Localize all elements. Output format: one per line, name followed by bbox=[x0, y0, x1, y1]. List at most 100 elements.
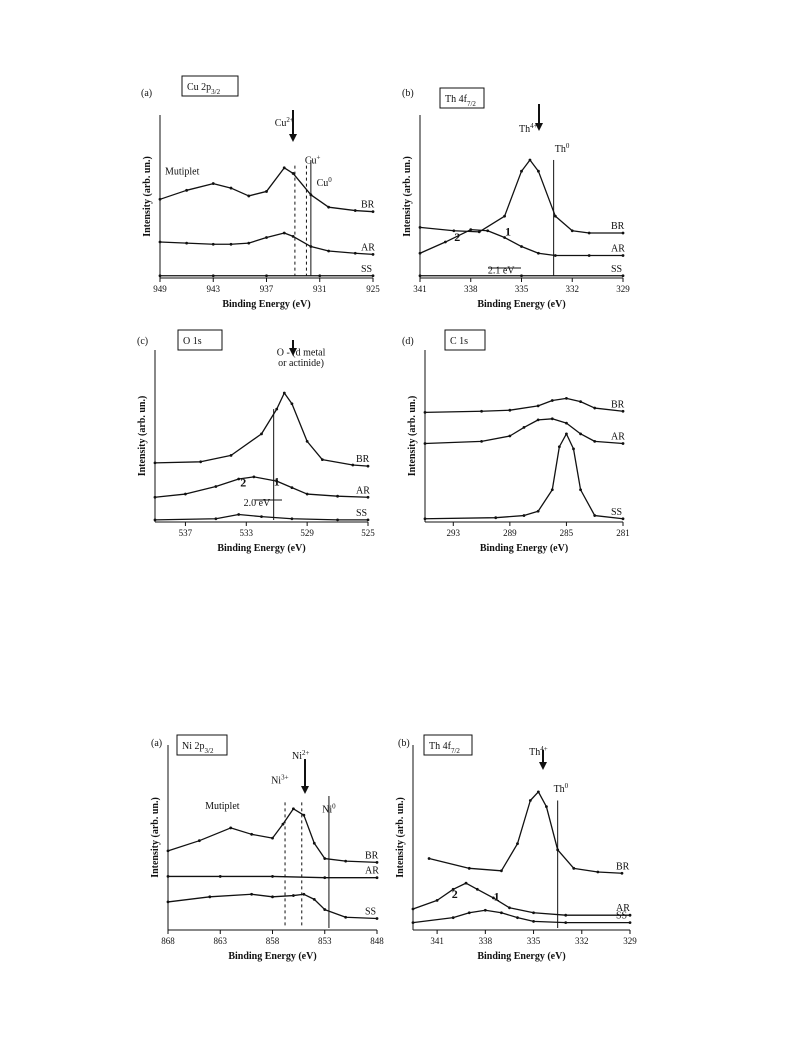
data-point bbox=[520, 169, 523, 173]
data-point bbox=[503, 214, 506, 218]
x-tick-label: 335 bbox=[515, 284, 529, 294]
data-point bbox=[522, 514, 526, 517]
panel-title-box bbox=[444, 329, 486, 351]
data-point bbox=[229, 242, 233, 246]
data-point bbox=[491, 896, 495, 900]
data-point bbox=[451, 916, 455, 920]
data-point bbox=[229, 826, 233, 830]
data-point bbox=[587, 231, 591, 235]
data-point bbox=[184, 492, 187, 496]
ni2-arrow-head bbox=[301, 786, 309, 794]
data-point bbox=[312, 897, 316, 901]
data-point bbox=[250, 832, 254, 836]
data-point bbox=[550, 488, 554, 492]
chart-panel-0: 949 943 937 931 925 Binding Energy (eV) Intens… bbox=[141, 75, 380, 310]
x-tick-label: 293 bbox=[447, 528, 461, 538]
data-point bbox=[621, 274, 625, 278]
series-label-ss: SS bbox=[616, 911, 627, 922]
data-point bbox=[271, 895, 274, 899]
series-line-br bbox=[428, 791, 622, 874]
x-tick-label: 848 bbox=[370, 936, 384, 946]
data-point bbox=[553, 254, 557, 257]
series-label-ar: AR bbox=[365, 866, 379, 877]
data-point bbox=[593, 406, 597, 410]
o1s-arrow-head bbox=[289, 348, 297, 356]
data-point bbox=[275, 407, 279, 411]
x-tick-label: 329 bbox=[623, 936, 637, 946]
data-point bbox=[282, 166, 286, 170]
data-point bbox=[411, 907, 415, 911]
data-point bbox=[532, 911, 535, 915]
data-point bbox=[452, 229, 456, 233]
data-point bbox=[291, 172, 295, 175]
data-point bbox=[550, 417, 554, 421]
data-point bbox=[537, 251, 540, 255]
annotation: Ni2+ bbox=[292, 749, 310, 762]
data-point bbox=[528, 799, 532, 802]
y-axis-label: Intensity (arb. un.) bbox=[402, 156, 413, 237]
series-label-br: BR bbox=[611, 221, 625, 232]
panel-letter: (c) bbox=[137, 336, 148, 347]
chart-panel-3: 293 289 285 281 Binding Energy (eV) Intensity… bbox=[402, 329, 630, 554]
data-point bbox=[427, 857, 431, 860]
cu2-arrow-head bbox=[289, 134, 297, 142]
x-tick-label: 332 bbox=[566, 284, 580, 294]
data-point bbox=[423, 517, 427, 521]
annotation: 2 bbox=[454, 230, 460, 244]
x-tick-label: 338 bbox=[464, 284, 478, 294]
x-tick-label: 341 bbox=[413, 284, 427, 294]
series-line-ss bbox=[424, 433, 624, 520]
panel-letter: (d) bbox=[402, 336, 414, 347]
data-point bbox=[500, 911, 503, 915]
data-point bbox=[553, 214, 557, 218]
data-point bbox=[564, 913, 568, 917]
chart-panel-1: 341 338 335 332 329 Binding Energy (eV) Intens… bbox=[402, 87, 630, 310]
data-point bbox=[483, 908, 487, 912]
data-point bbox=[305, 492, 309, 496]
data-point bbox=[208, 895, 212, 899]
series-label-ss: SS bbox=[356, 508, 367, 519]
data-point bbox=[375, 917, 379, 920]
data-point bbox=[252, 475, 256, 479]
data-point bbox=[593, 439, 597, 443]
data-point bbox=[327, 249, 331, 253]
x-tick-label: 868 bbox=[161, 936, 175, 946]
data-point bbox=[166, 849, 170, 853]
panel-letter: (b) bbox=[402, 88, 414, 99]
data-point bbox=[158, 240, 162, 244]
data-point bbox=[312, 841, 316, 845]
data-point bbox=[323, 908, 327, 911]
data-point bbox=[302, 892, 306, 896]
panel-letter: (b) bbox=[398, 738, 410, 749]
x-tick-label: 937 bbox=[260, 284, 274, 294]
series-line-br bbox=[424, 397, 624, 413]
chart-panel-5: 341 338 335 332 329 Binding Energy (eV) Intens… bbox=[395, 734, 637, 962]
series-line-ar bbox=[154, 476, 369, 498]
annotation: Mutiplet bbox=[165, 167, 200, 178]
x-axis-label: Binding Energy (eV) bbox=[477, 951, 565, 962]
data-point bbox=[318, 274, 322, 278]
data-point bbox=[237, 477, 241, 481]
series-label-br: BR bbox=[361, 200, 375, 211]
data-point bbox=[271, 875, 274, 878]
series-line-ss bbox=[412, 909, 630, 924]
x-tick-label: 863 bbox=[214, 936, 228, 946]
data-point bbox=[265, 236, 268, 239]
data-point bbox=[247, 241, 251, 245]
data-point bbox=[620, 871, 624, 875]
x-axis-label: Binding Energy (eV) bbox=[480, 543, 568, 554]
annotation: 1 bbox=[505, 224, 511, 238]
data-point bbox=[564, 921, 568, 924]
x-tick-label: 289 bbox=[503, 528, 517, 538]
panel-title-box bbox=[177, 329, 223, 351]
data-point bbox=[309, 245, 313, 248]
panel-title-box bbox=[181, 75, 239, 97]
data-point bbox=[536, 418, 540, 422]
data-point bbox=[520, 245, 523, 248]
annotation: Th0 bbox=[554, 782, 569, 795]
data-point bbox=[628, 913, 632, 917]
series-label-ss: SS bbox=[361, 264, 372, 275]
series-label-ar: AR bbox=[611, 244, 625, 255]
data-point bbox=[579, 488, 582, 492]
data-point bbox=[572, 866, 576, 870]
